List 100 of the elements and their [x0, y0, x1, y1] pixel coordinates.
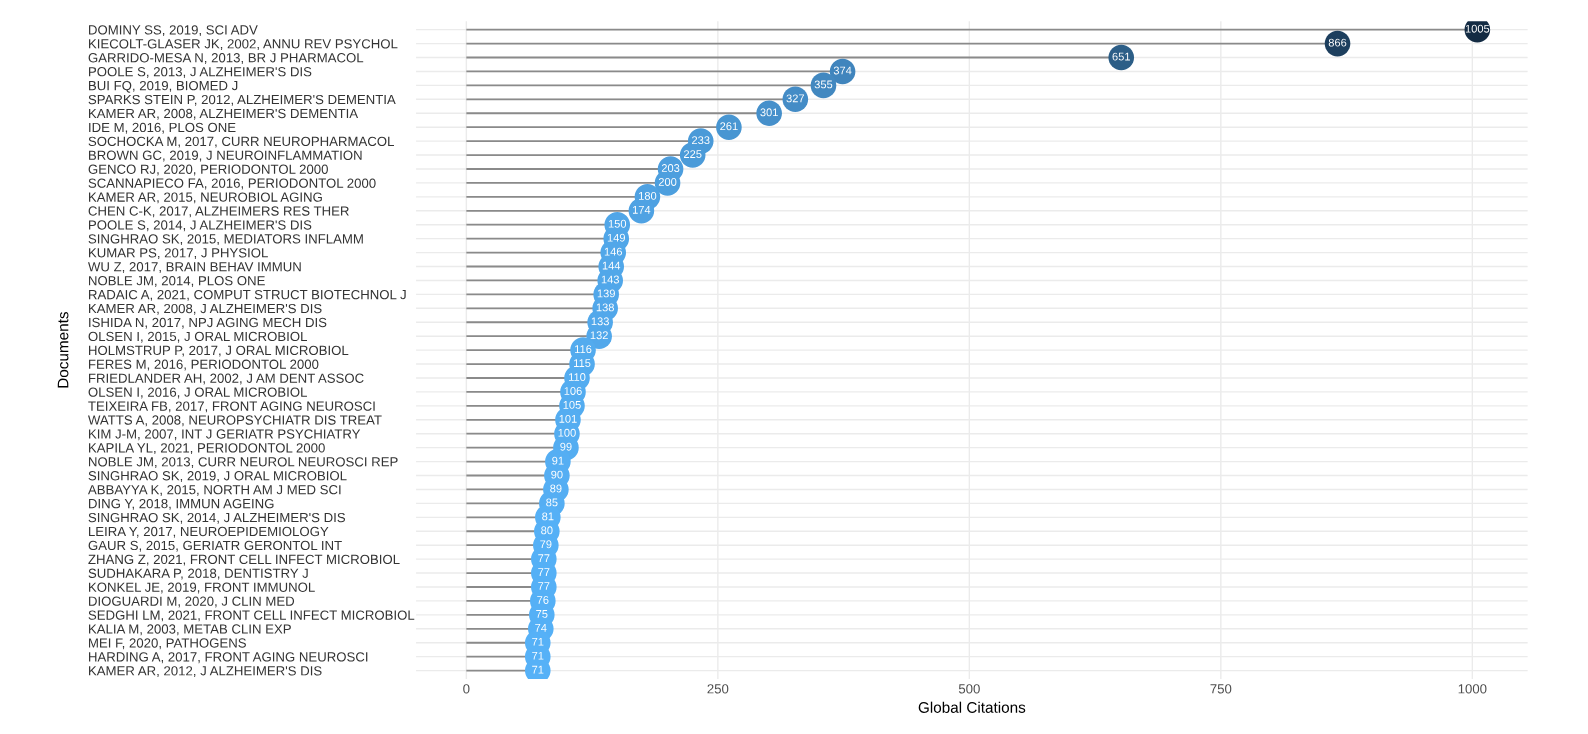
y-tick-label: LEIRA Y, 2017, NEUROEPIDEMIOLOGY — [89, 526, 329, 538]
data-label: 71 — [532, 665, 544, 674]
data-label: 99 — [560, 442, 572, 451]
y-tick-label: ZHANG Z, 2021, FRONT CELL INFECT MICROBIOL — [88, 554, 400, 566]
data-label: 139 — [597, 289, 615, 298]
data-label: 90 — [551, 470, 563, 479]
y-tick-label: NOBLE JM, 2014, PLOS ONE — [89, 276, 265, 287]
x-tick-label: 0 — [463, 684, 470, 694]
y-tick-label: SINGHRAO SK, 2014, J ALZHEIMER'S DIS — [88, 512, 346, 524]
data-label: 180 — [639, 191, 657, 200]
y-tick-label: KONKEL JE, 2019, FRONT IMMUNOL — [89, 582, 315, 594]
y-axis-title: Documents — [57, 312, 69, 388]
data-label: 80 — [541, 526, 553, 535]
y-tick-label: KUMAR PS, 2017, J PHYSIOL — [89, 248, 268, 260]
x-tick-label: 250 — [707, 684, 729, 694]
data-label: 110 — [569, 373, 586, 381]
x-tick-label: 500 — [958, 684, 980, 694]
y-tick-label: POOLE S, 2014, J ALZHEIMER'S DIS — [89, 220, 312, 232]
data-label: 1005 — [1465, 24, 1490, 33]
y-tick-label: FERES M, 2016, PERIODONTOL 2000 — [89, 359, 319, 371]
data-label: 144 — [602, 261, 621, 270]
x-tick-label: 1000 — [1458, 684, 1487, 694]
data-label: 149 — [607, 233, 625, 242]
y-tick-label: FRIEDLANDER AH, 2002, J AM DENT ASSOC — [89, 373, 364, 385]
data-label: 651 — [1112, 52, 1130, 61]
y-tick-label: TEIXEIRA FB, 2017, FRONT AGING NEUROSCI — [88, 401, 375, 413]
data-label: 75 — [536, 610, 548, 618]
data-label: 81 — [542, 512, 554, 521]
y-tick-label: WU Z, 2017, BRAIN BEHAV IMMUN — [88, 262, 301, 273]
y-tick-label: SUDHAKARA P, 2018, DENTISTRY J — [88, 568, 308, 580]
data-label: 143 — [601, 275, 619, 284]
data-label: 77 — [538, 582, 550, 590]
y-tick-label: KAMER AR, 2008, ALZHEIMER'S DEMENTIA — [89, 108, 359, 120]
y-tick-label: HOLMSTRUP P, 2017, J ORAL MICROBIOL — [89, 345, 349, 357]
data-label: 79 — [540, 540, 552, 549]
y-tick-label: WATTS A, 2008, NEUROPSYCHIATR DIS TREAT — [88, 415, 382, 427]
data-label: 85 — [546, 498, 558, 507]
y-tick-label: OLSEN I, 2015, J ORAL MICROBIOL — [88, 331, 307, 343]
data-label: 233 — [692, 136, 710, 145]
y-tick-label: ISHIDA N, 2017, NPJ AGING MECH DIS — [89, 317, 327, 329]
data-label: 77 — [538, 554, 550, 562]
data-label: 146 — [604, 247, 623, 256]
y-tick-label: GARRIDO-MESA N, 2013, BR J PHARMACOL — [88, 53, 364, 64]
data-label: 91 — [552, 456, 564, 465]
data-label: 116 — [575, 345, 592, 354]
data-label: 71 — [532, 651, 544, 660]
y-tick-label: DOMINY SS, 2019, SCI ADV — [89, 25, 258, 37]
y-tick-label: ABBAYYA K, 2015, NORTH AM J MED SCI — [87, 485, 341, 496]
data-label: 115 — [574, 359, 591, 368]
data-label: 76 — [537, 596, 549, 604]
data-label: 866 — [1328, 38, 1347, 47]
data-label: 203 — [661, 164, 680, 172]
y-tick-label: KAMER AR, 2012, J ALZHEIMER'S DIS — [89, 666, 322, 678]
data-label: 77 — [538, 568, 550, 576]
y-tick-label: KAMER AR, 2015, NEUROBIOL AGING — [89, 192, 322, 204]
data-label: 174 — [632, 206, 651, 214]
data-label: 138 — [596, 303, 614, 312]
y-tick-label: GENCO RJ, 2020, PERIODONTOL 2000 — [88, 164, 328, 176]
y-tick-label: KAMER AR, 2008, J ALZHEIMER'S DIS — [89, 303, 322, 315]
data-label: 374 — [833, 66, 852, 75]
data-label: 101 — [559, 414, 577, 423]
y-tick-label: BUI FQ, 2019, BIOMED J — [89, 80, 238, 93]
data-label: 301 — [760, 108, 778, 117]
data-label: 74 — [535, 624, 547, 632]
y-tick-label: DIOGUARDI M, 2020, J CLIN MED — [89, 596, 295, 608]
data-label: 150 — [608, 219, 627, 228]
data-label: 106 — [564, 387, 582, 395]
data-label: 355 — [814, 80, 833, 89]
y-tick-label: OLSEN I, 2016, J ORAL MICROBIOL — [88, 387, 307, 399]
y-tick-label: IDE M, 2016, PLOS ONE — [89, 122, 236, 134]
data-label: 71 — [532, 637, 544, 646]
y-tick-label: MEI F, 2020, PATHOGENS — [89, 638, 246, 650]
y-tick-label: CHEN C-K, 2017, ALZHEIMERS RES THER — [88, 206, 349, 218]
y-tick-label: SOCHOCKA M, 2017, CURR NEUROPHARMACOL — [88, 136, 394, 148]
y-tick-label: RADAIC A, 2021, COMPUT STRUCT BIOTECHNOL J — [89, 289, 406, 301]
data-label: 200 — [658, 178, 677, 186]
y-tick-label: SCANNAPIECO FA, 2016, PERIODONTOL 2000 — [88, 178, 376, 190]
y-tick-label: HARDING A, 2017, FRONT AGING NEUROSCI — [89, 652, 368, 664]
y-tick-label: SINGHRAO SK, 2015, MEDIATORS INFLAMM — [88, 234, 363, 246]
x-tick-label: 750 — [1210, 684, 1232, 694]
data-label: 89 — [550, 484, 562, 493]
y-tick-label: SEDGHI LM, 2021, FRONT CELL INFECT MICROBIOL — [88, 610, 415, 622]
y-tick-label: BROWN GC, 2019, J NEUROINFLAMMATION — [89, 150, 362, 162]
data-label: 225 — [683, 150, 702, 159]
y-tick-label: KIM J-M, 2007, INT J GERIATR PSYCHIATRY — [89, 429, 361, 441]
y-tick-label: SPARKS STEIN P, 2012, ALZHEIMER'S DEMENTIA — [88, 94, 396, 106]
y-tick-label: NOBLE JM, 2013, CURR NEUROL NEUROSCI REP — [89, 457, 398, 469]
y-tick-label: SINGHRAO SK, 2019, J ORAL MICROBIOL — [88, 471, 347, 482]
y-tick-label: POOLE S, 2013, J ALZHEIMER'S DIS — [89, 67, 312, 78]
data-label: 100 — [558, 428, 576, 437]
data-label: 133 — [591, 317, 609, 326]
x-axis-title: Global Citations — [918, 701, 1026, 713]
y-tick-label: KAPILA YL, 2021, PERIODONTOL 2000 — [89, 443, 325, 455]
data-label: 105 — [563, 400, 581, 409]
y-tick-label: GAUR S, 2015, GERIATR GERONTOL INT — [88, 540, 342, 552]
data-label: 132 — [590, 331, 608, 340]
data-label: 327 — [786, 94, 805, 103]
y-tick-label: KALIA M, 2003, METAB CLIN EXP — [89, 624, 291, 636]
y-tick-label: KIECOLT-GLASER JK, 2002, ANNU REV PSYCHOL — [89, 39, 398, 51]
data-label: 261 — [720, 122, 738, 131]
